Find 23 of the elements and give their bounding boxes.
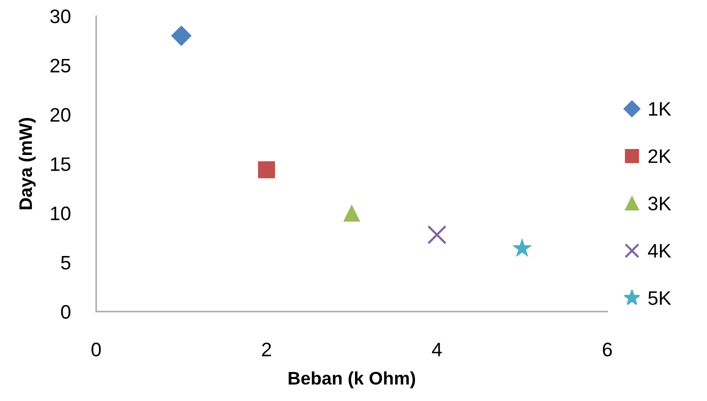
y-tick-label: 15 (51, 157, 70, 172)
legend-label: 1K (649, 102, 672, 116)
x-tick-label: 2 (262, 342, 271, 356)
point (427, 225, 446, 244)
y-tick-label: 10 (51, 206, 70, 220)
point (171, 25, 192, 46)
legend-label: 5K (648, 291, 672, 305)
y-tick-label: 0 (61, 305, 70, 319)
x-tick-label: 6 (602, 342, 612, 356)
y-tick-label: 30 (50, 10, 70, 24)
x-axis-title: Beban (k Ohm) (288, 371, 416, 388)
y-tick-label: 25 (50, 58, 70, 73)
legend-label: 4K (648, 244, 672, 258)
point (512, 238, 532, 258)
y-tick-label: 20 (50, 108, 70, 122)
y-axis-title: Daya (mW) (18, 118, 36, 210)
y-tick-label: 5 (61, 256, 70, 270)
legend-label: 2K (648, 149, 672, 163)
x-tick-label: 0 (92, 342, 101, 356)
point (343, 204, 360, 222)
x-tick-label: 4 (432, 342, 442, 356)
legend-label: 3K (648, 196, 672, 210)
point (258, 161, 276, 178)
